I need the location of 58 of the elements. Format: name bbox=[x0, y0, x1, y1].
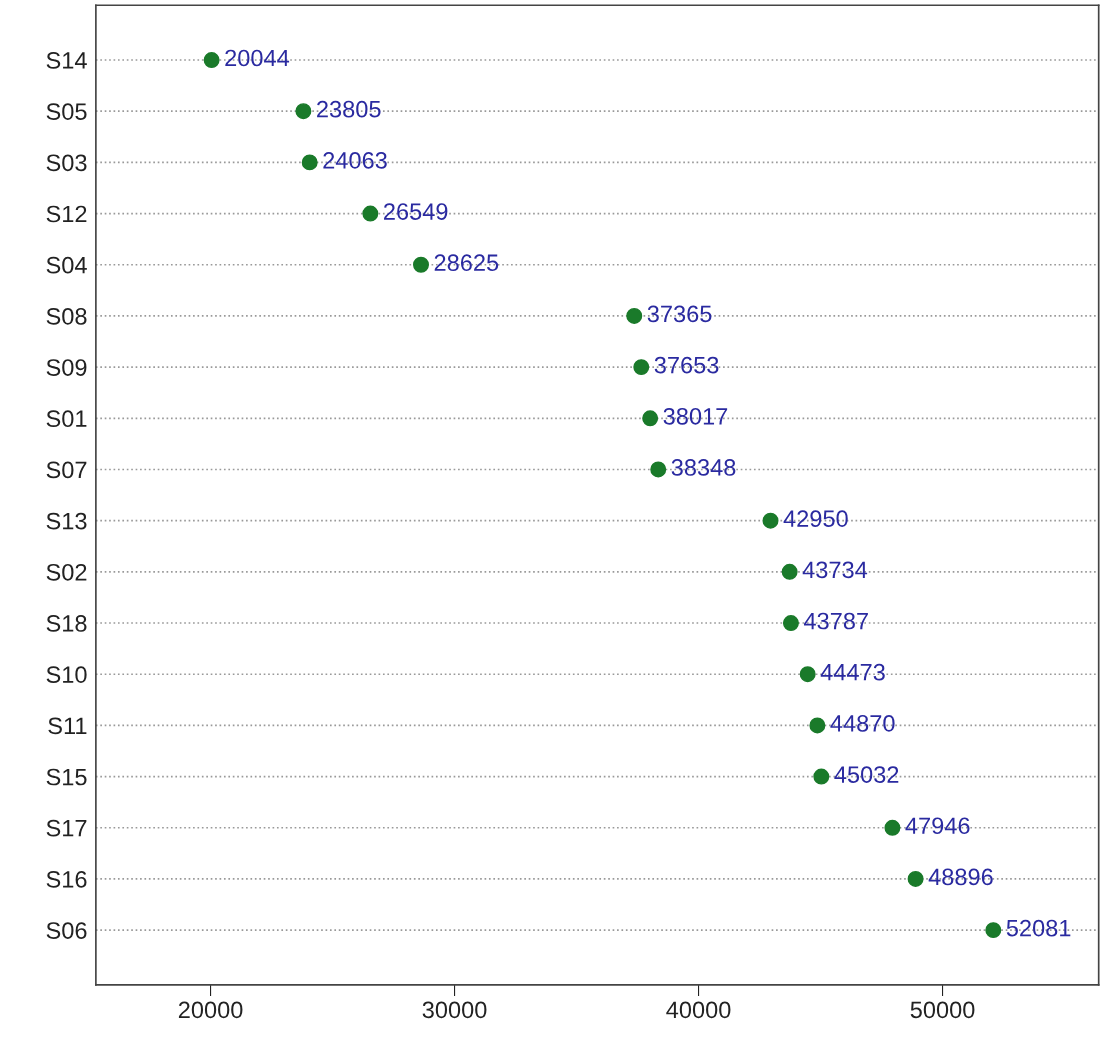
data-label: 47946 bbox=[905, 817, 970, 835]
point bbox=[633, 359, 650, 376]
point bbox=[813, 768, 830, 785]
point bbox=[362, 205, 379, 222]
point bbox=[203, 52, 220, 68]
y-tick-label: S11 bbox=[48, 717, 87, 735]
y-tick-label: S12 bbox=[46, 205, 87, 223]
data-label: 48896 bbox=[928, 868, 993, 886]
y-tick-label: S09 bbox=[46, 359, 87, 376]
point bbox=[781, 563, 798, 580]
point bbox=[295, 103, 312, 120]
data-label: 42950 bbox=[783, 510, 848, 527]
data-label: 43734 bbox=[802, 561, 868, 579]
data-label: 37653 bbox=[654, 356, 719, 374]
y-tick-label: S02 bbox=[46, 563, 87, 581]
data-label: 28625 bbox=[434, 254, 499, 272]
y-tick-label: S04 bbox=[46, 256, 87, 274]
data-label: 44870 bbox=[830, 715, 895, 732]
point bbox=[301, 154, 318, 171]
data-label: 24063 bbox=[323, 152, 387, 169]
point bbox=[782, 615, 799, 632]
y-tick-label: S14 bbox=[46, 52, 87, 69]
x-tick-label: 20000 bbox=[178, 1001, 243, 1019]
y-tick-label: S08 bbox=[46, 308, 87, 325]
y-tick-label: S18 bbox=[46, 615, 87, 632]
data-label: 20044 bbox=[225, 49, 290, 67]
y-tick-label: S17 bbox=[46, 819, 87, 837]
y-tick-label: S06 bbox=[46, 922, 87, 939]
data-label: 38348 bbox=[671, 459, 736, 476]
data-label: 37365 bbox=[647, 305, 712, 323]
data-label: 52081 bbox=[1006, 919, 1071, 937]
point bbox=[985, 922, 1002, 939]
data-label: 44473 bbox=[820, 663, 885, 681]
point bbox=[626, 307, 643, 324]
y-tick-label: S10 bbox=[46, 666, 87, 683]
y-tick-label: S05 bbox=[46, 103, 87, 120]
point bbox=[799, 666, 816, 683]
point bbox=[884, 819, 901, 836]
data-label: 23805 bbox=[317, 100, 381, 118]
point bbox=[907, 870, 924, 887]
x-tick-label: 30000 bbox=[422, 1001, 487, 1019]
y-tick-label: S01 bbox=[46, 410, 87, 428]
data-label: 43787 bbox=[803, 612, 868, 630]
y-tick-label: S13 bbox=[46, 512, 87, 530]
y-tick-label: S03 bbox=[46, 154, 87, 172]
x-tick-label: 40000 bbox=[666, 1001, 731, 1019]
data-label: 45032 bbox=[834, 766, 899, 783]
point bbox=[413, 256, 429, 273]
y-tick-label: S16 bbox=[46, 871, 87, 888]
y-tick-label: S15 bbox=[46, 768, 87, 786]
data-label: 26549 bbox=[384, 203, 448, 220]
point bbox=[762, 512, 779, 529]
x-tick-label: 50000 bbox=[910, 1001, 975, 1019]
point bbox=[650, 461, 667, 478]
data-label: 38017 bbox=[663, 407, 728, 425]
y-tick-label: S07 bbox=[46, 461, 87, 479]
point bbox=[642, 410, 659, 427]
point bbox=[809, 717, 826, 734]
